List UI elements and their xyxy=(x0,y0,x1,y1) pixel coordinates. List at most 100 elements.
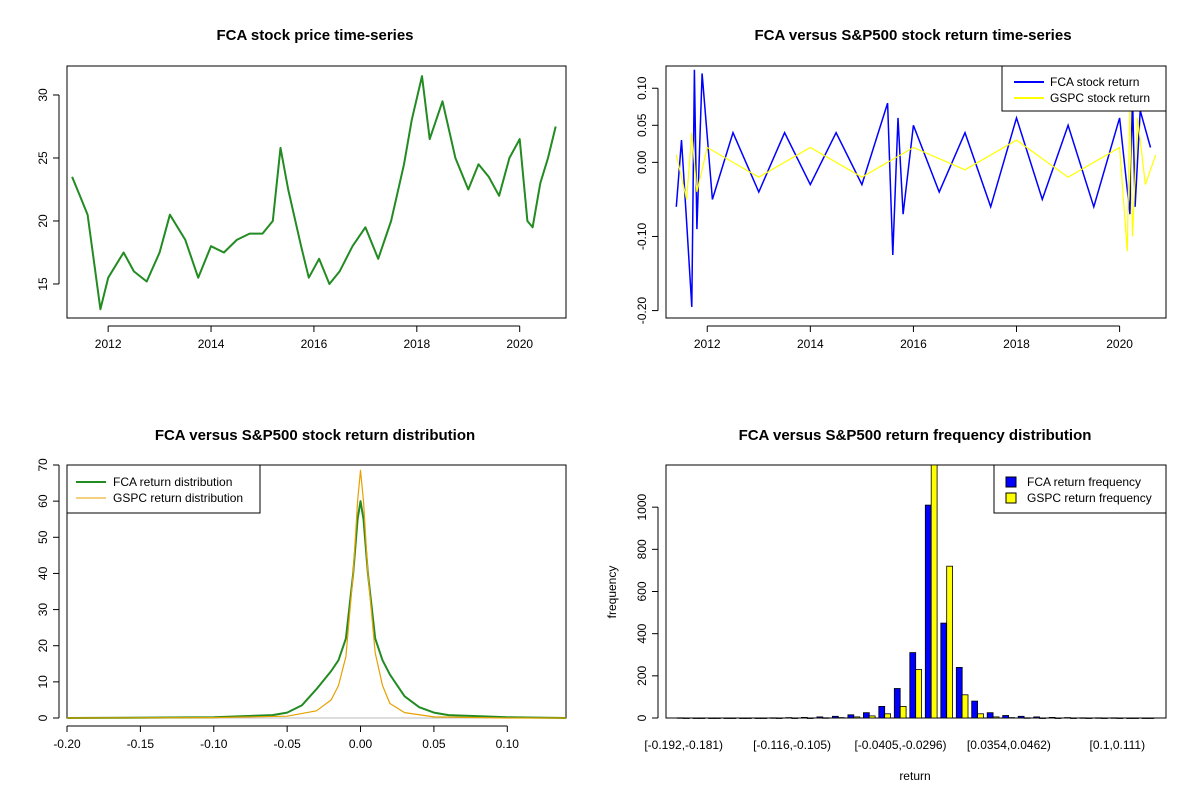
y-tick-label: 0 xyxy=(635,714,649,721)
bar-fca-frequency xyxy=(971,700,979,719)
y-tick-label: 40 xyxy=(36,566,50,580)
x-tick-label: 2014 xyxy=(198,337,225,351)
y-tick-label: 30 xyxy=(36,88,50,102)
bar-gspc-frequency xyxy=(1132,717,1139,719)
y-tick-label: 60 xyxy=(36,494,50,508)
bar-fca-frequency xyxy=(770,717,777,719)
bar-gspc-frequency xyxy=(1085,717,1093,719)
chart-title-returns: FCA versus S&P500 stock return time-seri… xyxy=(754,27,1071,44)
y-tick-label: 1000 xyxy=(635,493,649,520)
bar-fca-frequency xyxy=(739,717,746,719)
panel-returns: FCA versus S&P500 stock return time-seri… xyxy=(635,27,1167,351)
bar-fca-frequency xyxy=(1064,717,1071,719)
bar-fca-frequency xyxy=(955,667,963,719)
plot-frame-price xyxy=(66,65,567,319)
bar-gspc-frequency xyxy=(992,716,1000,719)
bar-fca-frequency xyxy=(708,717,715,719)
x-tick-label: -0.20 xyxy=(53,737,81,751)
bar-gspc-frequency xyxy=(698,717,706,719)
y-tick-label: -0.10 xyxy=(635,222,649,250)
legend-label-gspc-frequency: GSPC return frequency xyxy=(1027,491,1152,505)
bar-fca-frequency xyxy=(878,706,886,719)
x-axis-label-frequency: return xyxy=(899,769,930,783)
bar-gspc-frequency xyxy=(822,717,830,719)
bar-fca-frequency xyxy=(1048,717,1056,719)
series-line-fca-density xyxy=(66,500,567,719)
y-tick-label: 400 xyxy=(635,623,649,643)
y-tick-label: 70 xyxy=(36,458,50,472)
bar-gspc-frequency xyxy=(946,565,954,719)
y-tick-label: 200 xyxy=(635,666,649,686)
bar-gspc-frequency xyxy=(1008,717,1015,719)
bar-gspc-frequency xyxy=(1116,717,1124,719)
bar-gspc-frequency xyxy=(837,717,845,719)
y-tick-label: 15 xyxy=(36,277,50,291)
bar-gspc-frequency xyxy=(1039,717,1046,719)
bar-fca-frequency xyxy=(801,717,808,719)
y-axis-label-frequency: frequency xyxy=(605,566,619,619)
x-tick-label: -0.10 xyxy=(200,737,228,751)
legend-box-distribution xyxy=(66,464,261,514)
bar-fca-frequency xyxy=(863,712,870,719)
legend-swatch-fca-frequency xyxy=(1005,476,1017,488)
bar-fca-frequency xyxy=(1033,716,1040,719)
x-tick-label: 0.10 xyxy=(496,737,520,751)
series-line-fca-price xyxy=(71,75,557,311)
x-tick-label: -0.05 xyxy=(273,737,301,751)
bar-fca-frequency xyxy=(1002,715,1010,719)
y-tick-label: 0.10 xyxy=(635,76,649,100)
x-tick-label: 2018 xyxy=(403,337,430,351)
y-tick-label: 10 xyxy=(36,675,50,689)
bar-fca-frequency xyxy=(785,717,793,719)
marks-distribution xyxy=(66,469,567,719)
bar-fca-frequency xyxy=(1017,715,1025,719)
marks-price xyxy=(71,75,557,311)
bar-fca-frequency xyxy=(723,717,731,719)
series-line-gspc-return xyxy=(675,103,1157,252)
x-tick-label: -0.15 xyxy=(127,737,155,751)
legend-label-fca-density: FCA return distribution xyxy=(113,475,232,489)
bar-fca-frequency xyxy=(924,504,932,719)
bar-fca-frequency xyxy=(692,717,700,719)
bar-gspc-frequency xyxy=(1054,717,1062,719)
y-tick-label: 25 xyxy=(36,151,50,165)
x-tick-label: 0.00 xyxy=(349,737,373,751)
bar-gspc-frequency xyxy=(884,713,892,719)
x-category-label: [0.0354,0.0462) xyxy=(967,738,1051,752)
x-tick-label: 2020 xyxy=(506,337,533,351)
marks-frequency xyxy=(677,464,1155,719)
series-line-gspc-density xyxy=(66,469,566,719)
bar-fca-frequency xyxy=(832,715,839,719)
legend-label-fca-frequency: FCA return frequency xyxy=(1027,475,1141,489)
series-line-fca-return xyxy=(675,69,1152,307)
bar-fca-frequency xyxy=(1110,717,1118,719)
bar-gspc-frequency xyxy=(868,715,876,719)
bar-gspc-frequency xyxy=(930,464,938,719)
y-tick-label: 20 xyxy=(36,639,50,653)
bar-gspc-frequency xyxy=(714,717,721,719)
bar-gspc-frequency xyxy=(1070,717,1077,719)
bar-gspc-frequency xyxy=(745,717,752,719)
x-tick-label: 2012 xyxy=(694,337,721,351)
x-tick-label: 2014 xyxy=(797,337,824,351)
y-tick-label: 0.05 xyxy=(635,113,649,137)
bar-gspc-frequency xyxy=(853,716,861,719)
bar-gspc-frequency xyxy=(899,706,907,719)
bar-gspc-frequency xyxy=(915,669,923,719)
bar-fca-frequency xyxy=(754,717,762,719)
chart-title-frequency: FCA versus S&P500 return frequency distr… xyxy=(739,427,1092,444)
x-tick-label: 2016 xyxy=(900,337,927,351)
y-tick-label: 50 xyxy=(36,530,50,544)
bar-fca-frequency xyxy=(893,688,901,719)
bar-gspc-frequency xyxy=(775,717,783,719)
y-tick-label: 800 xyxy=(635,539,649,559)
panel-frequency: FCA versus S&P500 return frequency distr… xyxy=(605,427,1167,783)
y-tick-label: 0 xyxy=(36,714,50,721)
legend-box-returns xyxy=(1001,65,1167,112)
bar-fca-frequency xyxy=(1095,717,1102,719)
plot-frame-returns xyxy=(665,65,1167,319)
axes-frequency: 0 200 400 600 800 1000 [-0.192,-0.181) [-0.116,… xyxy=(635,493,1145,752)
bar-fca-frequency xyxy=(940,622,948,719)
marks-returns xyxy=(675,69,1157,307)
